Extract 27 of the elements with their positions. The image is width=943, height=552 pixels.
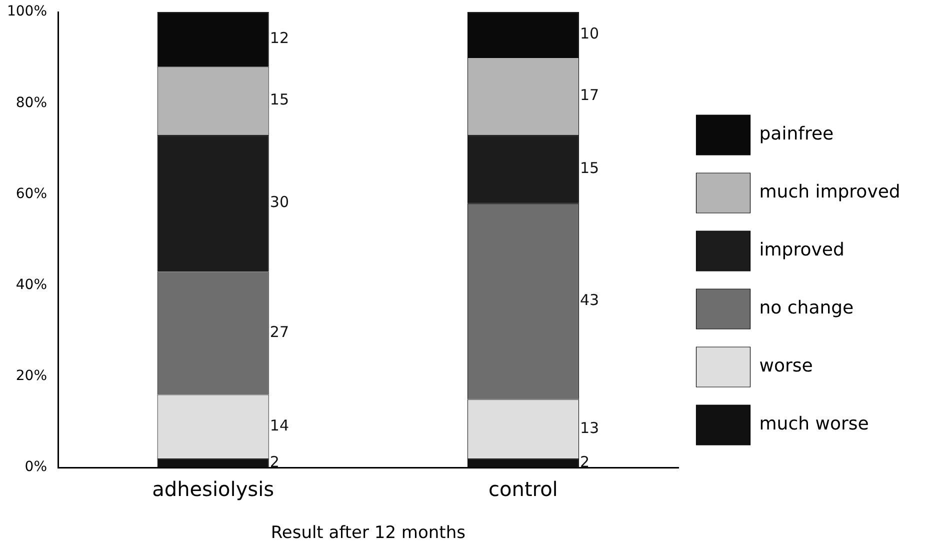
y-tick-label: 20% bbox=[16, 368, 48, 384]
y-tick-label: 100% bbox=[6, 4, 48, 20]
data-label: 43 bbox=[580, 291, 600, 310]
data-label: 14 bbox=[270, 416, 289, 434]
data-label: 13 bbox=[580, 418, 600, 437]
legend-label: painfree bbox=[759, 124, 834, 145]
data-label: 17 bbox=[580, 86, 600, 104]
y-tick-label: 0% bbox=[24, 459, 48, 476]
data-label: 30 bbox=[270, 193, 289, 212]
data-label: 15 bbox=[270, 90, 289, 109]
legend-label: worse bbox=[759, 356, 813, 377]
legend-label: improved bbox=[759, 240, 844, 261]
y-tick-label: 40% bbox=[16, 277, 48, 293]
y-tick-label: 60% bbox=[16, 186, 48, 202]
data-label: 10 bbox=[580, 24, 600, 43]
data-label: 2 bbox=[580, 452, 590, 471]
legend-label: much worse bbox=[759, 414, 869, 435]
data-label: 27 bbox=[270, 323, 289, 342]
x-tick-label: control bbox=[488, 476, 558, 501]
data-label: 12 bbox=[270, 29, 289, 48]
data-label: 2 bbox=[270, 452, 280, 471]
legend-label: no change bbox=[759, 298, 854, 319]
x-tick-label: adhesiolysis bbox=[152, 476, 274, 501]
x-axis-title: Result after 12 months bbox=[270, 523, 466, 544]
data-label: 15 bbox=[580, 159, 600, 178]
y-tick-label: 80% bbox=[16, 94, 48, 111]
legend-label: much improved bbox=[759, 182, 900, 203]
